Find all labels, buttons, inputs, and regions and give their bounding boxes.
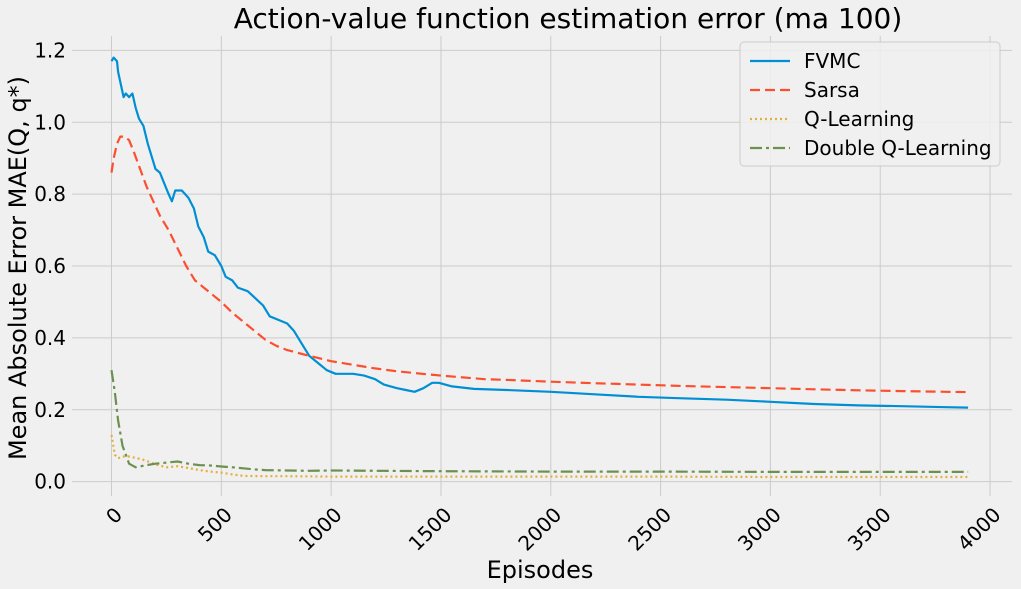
chart-title: Action-value function estimation error (… — [234, 2, 903, 35]
y-tick-label: 0.0 — [34, 470, 66, 494]
series-line-fvmc — [110, 56, 969, 409]
series-line-q-learning — [110, 434, 969, 479]
y-tick-label: 0.8 — [34, 182, 66, 206]
y-tick-label: 0.2 — [34, 398, 66, 422]
x-axis-label: Episodes — [487, 556, 594, 584]
legend-frame — [739, 41, 1001, 167]
series-layer — [110, 56, 969, 479]
legend-label-q-learning: Q-Learning — [804, 107, 914, 131]
tick-layer: 0 500 1000 1500 2000 2500 3000 3500 40000.00.20.… — [34, 38, 1005, 555]
series-line-sarsa — [110, 135, 969, 394]
y-tick-label: 0.6 — [34, 254, 66, 278]
legend: FVMC Sarsa Q-Learning Double Q-Learning — [739, 41, 1001, 167]
y-axis-label: Mean Absolute Error MAE(Q, q*) — [4, 76, 32, 460]
y-tick-label: 1.2 — [34, 38, 66, 62]
legend-label-double-q-learning: Double Q-Learning — [804, 136, 992, 160]
legend-label-fvmc: FVMC — [804, 49, 860, 73]
y-tick-label: 1.0 — [34, 110, 66, 134]
legend-label-sarsa: Sarsa — [804, 78, 860, 102]
y-tick-label: 0.4 — [34, 326, 66, 350]
series-line-double-q-learning — [110, 370, 969, 473]
